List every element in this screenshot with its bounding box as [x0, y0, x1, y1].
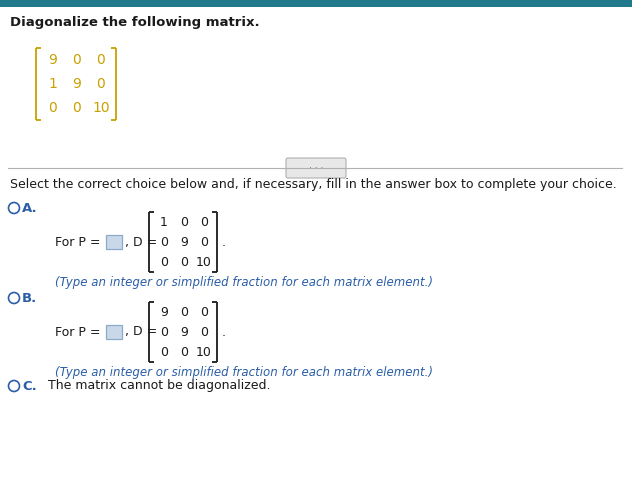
Text: B.: B. [22, 292, 37, 304]
Text: 0: 0 [200, 216, 208, 228]
Text: , D =: , D = [125, 326, 157, 338]
Text: 0: 0 [160, 326, 168, 338]
Text: 0: 0 [200, 236, 208, 249]
FancyBboxPatch shape [106, 325, 122, 339]
Text: For P =: For P = [55, 326, 100, 338]
Text: 0: 0 [180, 216, 188, 228]
Text: 9: 9 [49, 53, 58, 67]
Text: For P =: For P = [55, 236, 100, 249]
Text: .: . [222, 236, 226, 249]
Text: 9: 9 [160, 305, 168, 318]
Text: 9: 9 [180, 326, 188, 338]
Text: 0: 0 [160, 256, 168, 269]
Text: 0: 0 [160, 236, 168, 249]
Text: A.: A. [22, 202, 38, 215]
Bar [0, 0, 632, 7]
Text: 1: 1 [49, 77, 58, 91]
Text: (Type an integer or simplified fraction for each matrix element.): (Type an integer or simplified fraction … [55, 276, 433, 289]
Text: 0: 0 [200, 305, 208, 318]
Text: (Type an integer or simplified fraction for each matrix element.): (Type an integer or simplified fraction … [55, 366, 433, 379]
Text: 0: 0 [97, 53, 105, 67]
Text: The matrix cannot be diagonalized.: The matrix cannot be diagonalized. [40, 380, 270, 392]
Text: 0: 0 [180, 256, 188, 269]
Text: 9: 9 [72, 77, 82, 91]
Text: .: . [222, 326, 226, 338]
Text: 10: 10 [196, 346, 212, 358]
Text: 0: 0 [73, 101, 81, 115]
Text: 10: 10 [92, 101, 109, 115]
Text: 0: 0 [180, 346, 188, 358]
Text: 0: 0 [180, 305, 188, 318]
Text: C.: C. [22, 380, 37, 392]
Text: Diagonalize the following matrix.: Diagonalize the following matrix. [10, 16, 260, 29]
Text: 0: 0 [73, 53, 81, 67]
Text: 1: 1 [160, 216, 168, 228]
Text: 10: 10 [196, 256, 212, 269]
FancyBboxPatch shape [286, 158, 346, 178]
Text: · · ·: · · · [309, 163, 323, 173]
Text: Select the correct choice below and, if necessary, fill in the answer box to com: Select the correct choice below and, if … [10, 178, 617, 191]
Text: , D =: , D = [125, 236, 157, 249]
Text: 0: 0 [160, 346, 168, 358]
Text: 0: 0 [97, 77, 105, 91]
Text: 0: 0 [49, 101, 57, 115]
Text: 9: 9 [180, 236, 188, 249]
Text: 0: 0 [200, 326, 208, 338]
FancyBboxPatch shape [106, 235, 122, 249]
